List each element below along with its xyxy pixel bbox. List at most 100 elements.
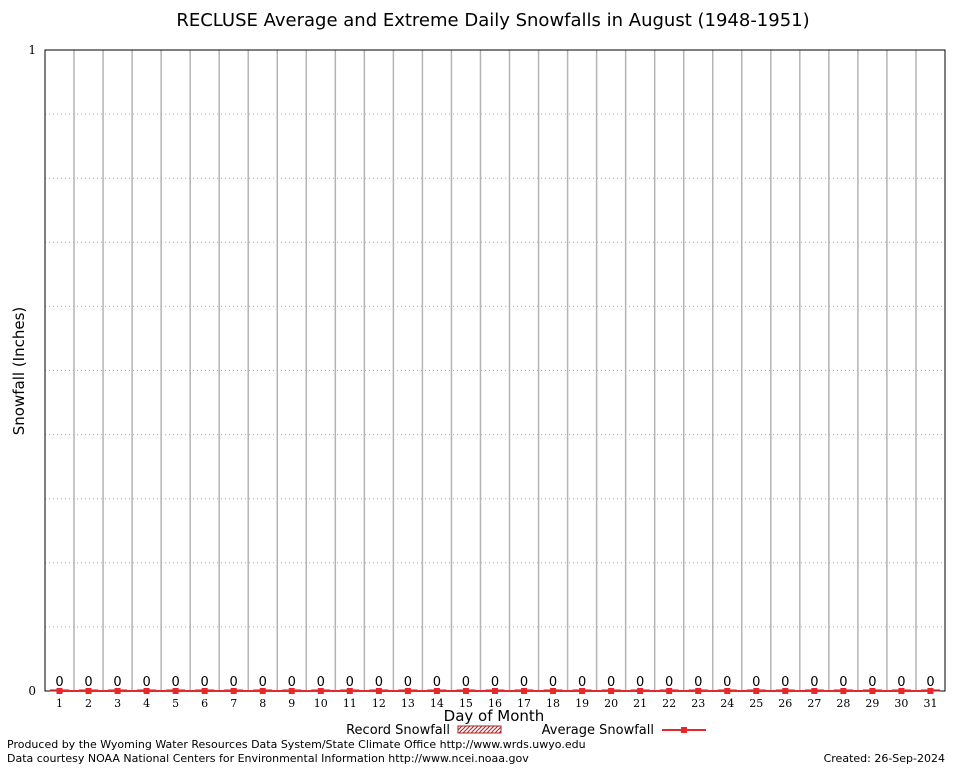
average-point xyxy=(782,688,789,694)
data-label: 0 xyxy=(433,675,441,690)
average-point xyxy=(521,688,528,694)
average-point xyxy=(753,688,760,694)
average-point xyxy=(927,688,934,694)
average-point xyxy=(462,688,469,694)
average-point xyxy=(143,688,150,694)
x-tick-label: 6 xyxy=(201,697,208,710)
y-axis-ticks: 01 xyxy=(28,43,36,698)
average-point xyxy=(404,688,411,694)
x-axis-label: Day of Month xyxy=(444,707,545,725)
x-tick-label: 13 xyxy=(401,697,415,710)
data-label: 0 xyxy=(897,675,905,690)
data-label: 0 xyxy=(317,675,325,690)
x-tick-label: 3 xyxy=(114,697,121,710)
data-label: 0 xyxy=(346,675,354,690)
data-labels: 0 0 0 0 0 0 0 0 0 0 0 0 0 0 0 0 0 0 0 0 0 0 0 0 0 0 0 0 0 0 0 xyxy=(55,675,934,690)
data-label: 0 xyxy=(462,675,470,690)
data-label: 0 xyxy=(288,675,296,690)
x-tick-label: 11 xyxy=(343,697,357,710)
data-label: 0 xyxy=(868,675,876,690)
x-tick-label: 12 xyxy=(372,697,386,710)
data-label: 0 xyxy=(781,675,789,690)
average-point xyxy=(85,688,92,694)
x-tick-label: 27 xyxy=(807,697,821,710)
data-label: 0 xyxy=(404,675,412,690)
data-label: 0 xyxy=(694,675,702,690)
x-tick-label: 23 xyxy=(691,697,705,710)
x-tick-label: 26 xyxy=(778,697,792,710)
data-label: 0 xyxy=(113,675,121,690)
x-tick-label: 14 xyxy=(430,697,444,710)
legend-marker-average xyxy=(681,727,687,733)
average-point xyxy=(230,688,237,694)
chart-title: RECLUSE Average and Extreme Daily Snowfa… xyxy=(176,10,809,31)
average-point xyxy=(259,688,266,694)
x-tick-label: 16 xyxy=(488,697,502,710)
x-tick-label: 18 xyxy=(546,697,560,710)
average-point xyxy=(869,688,876,694)
average-point xyxy=(201,688,208,694)
x-tick-label: 4 xyxy=(143,697,150,710)
data-label: 0 xyxy=(491,675,499,690)
average-point xyxy=(56,688,63,694)
y-axis-label: Snowfall (Inches) xyxy=(10,307,28,435)
x-tick-label: 7 xyxy=(230,697,237,710)
x-tick-label: 28 xyxy=(836,697,850,710)
x-tick-label: 24 xyxy=(720,697,734,710)
data-label: 0 xyxy=(839,675,847,690)
average-point xyxy=(898,688,905,694)
data-label: 0 xyxy=(142,675,150,690)
data-label: 0 xyxy=(201,675,209,690)
y-tick-label: 0 xyxy=(28,684,36,698)
x-tick-label: 10 xyxy=(314,697,328,710)
grid xyxy=(45,50,945,691)
average-point xyxy=(433,688,440,694)
x-tick-label: 21 xyxy=(633,697,647,710)
y-tick-label: 1 xyxy=(28,43,36,57)
average-point xyxy=(114,688,121,694)
x-tick-label: 30 xyxy=(894,697,908,710)
average-point xyxy=(608,688,615,694)
data-label: 0 xyxy=(578,675,586,690)
average-point xyxy=(840,688,847,694)
data-label: 0 xyxy=(723,675,731,690)
x-tick-label: 19 xyxy=(575,697,589,710)
x-tick-label: 22 xyxy=(662,697,676,710)
average-point xyxy=(811,688,818,694)
data-label: 0 xyxy=(810,675,818,690)
data-label: 0 xyxy=(665,675,673,690)
data-label: 0 xyxy=(55,675,63,690)
average-point xyxy=(666,688,673,694)
data-label: 0 xyxy=(520,675,528,690)
average-series xyxy=(56,688,934,694)
data-label: 0 xyxy=(259,675,267,690)
legend-label-record: Record Snowfall xyxy=(346,723,450,738)
footer-data-courtesy: Data courtesy NOAA National Centers for … xyxy=(7,752,529,765)
average-point xyxy=(288,688,295,694)
legend-label-average: Average Snowfall xyxy=(542,723,654,738)
data-label: 0 xyxy=(230,675,238,690)
x-tick-label: 1 xyxy=(56,697,63,710)
x-tick-label: 17 xyxy=(517,697,531,710)
data-label: 0 xyxy=(752,675,760,690)
data-label: 0 xyxy=(926,675,934,690)
data-label: 0 xyxy=(549,675,557,690)
x-tick-label: 31 xyxy=(923,697,937,710)
x-tick-label: 29 xyxy=(865,697,879,710)
data-label: 0 xyxy=(636,675,644,690)
legend: Record Snowfall Average Snowfall xyxy=(346,723,706,738)
x-tick-label: 25 xyxy=(749,697,763,710)
footer-created: Created: 26-Sep-2024 xyxy=(823,752,945,765)
average-point xyxy=(637,688,644,694)
x-tick-label: 2 xyxy=(85,697,92,710)
legend-swatch-record xyxy=(457,725,502,734)
x-tick-label: 8 xyxy=(259,697,266,710)
average-point xyxy=(491,688,498,694)
average-point xyxy=(724,688,731,694)
data-label: 0 xyxy=(375,675,383,690)
data-label: 0 xyxy=(171,675,179,690)
x-tick-label: 15 xyxy=(459,697,473,710)
data-label: 0 xyxy=(607,675,615,690)
average-point xyxy=(375,688,382,694)
